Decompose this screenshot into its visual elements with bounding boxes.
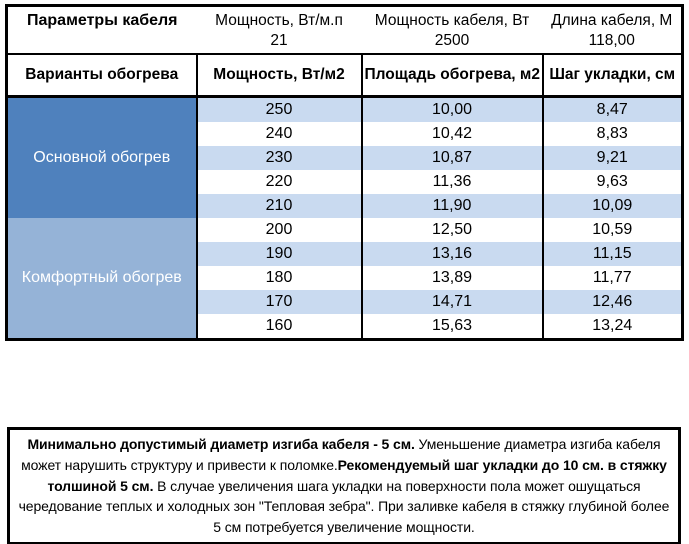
note-segment: Уменьшение диаметра изгиба кабеля может …: [21, 436, 661, 473]
cell-power: 240: [195, 122, 363, 146]
cell-area: 14,71: [360, 290, 544, 314]
cell-power: 220: [195, 170, 363, 194]
cell-step: 13,24: [541, 314, 684, 340]
cell-step: 8,47: [541, 96, 684, 122]
cell-step: 9,21: [541, 146, 684, 170]
cell-area: 15,63: [360, 314, 544, 340]
param-label-power-per-m: Мощность, Вт/м.п: [215, 11, 343, 29]
cell-power: 180: [195, 266, 363, 290]
cable-installation-note: Минимально допустимый диаметр изгиба каб…: [7, 427, 681, 544]
cell-step: 11,15: [541, 242, 684, 266]
cell-step: 8,83: [541, 122, 684, 146]
table-row: Основной обогрев 250 10,00 8,47: [6, 96, 684, 218]
cable-parameters-table: Параметры кабеля Мощность, Вт/м.п Мощнос…: [5, 4, 684, 341]
header-step: Шаг укладки, см: [541, 53, 684, 98]
header-power: Мощность, Вт/м2: [195, 53, 363, 98]
group-cell-comfort-heating: Комфортный обогрев: [6, 218, 198, 340]
cell-step: 12,46: [541, 290, 684, 314]
param-label-cable-length: Длина кабеля, М: [551, 11, 673, 29]
cell-area: 11,36: [360, 170, 544, 194]
cell-step: 10,09: [541, 194, 684, 218]
cell-area: 10,42: [360, 122, 544, 146]
cell-step: 10,59: [541, 218, 684, 242]
note-segment: Минимально допустимый диаметр изгиба каб…: [27, 436, 415, 452]
param-value-power-per-m: 21: [270, 31, 288, 49]
cell-area: 12,50: [360, 218, 544, 242]
table-row: 160 15,63 13,24: [7, 314, 684, 340]
cell-power: 230: [195, 146, 363, 170]
cell-power: 250: [195, 96, 363, 122]
note-segment: Рекомендуемый шаг укладки до 10 см. в ст…: [47, 456, 667, 494]
table-row: 220 11,36 9,63: [7, 170, 684, 194]
cell-power: 160: [195, 314, 363, 340]
table-row: 180 13,89 11,77: [7, 266, 684, 290]
table-row: Комфортный обогрев 200 12,50 10,59: [6, 218, 684, 340]
heating-header-row: Варианты обогрева Мощность, Вт/м2 Площад…: [5, 53, 684, 98]
table-row: 240 10,42 8,83: [7, 122, 684, 146]
param-label-cable-power: Мощность кабеля, Вт: [374, 11, 530, 29]
note-segment: В случае увеличения шага укладки на пове…: [18, 477, 670, 536]
cell-power: 210: [195, 194, 363, 218]
cell-area: 10,00: [360, 96, 544, 122]
params-label-row: Параметры кабеля Мощность, Вт/м.п Мощнос…: [7, 6, 683, 32]
cell-area: 10,87: [360, 146, 544, 170]
cell-power: 190: [195, 242, 363, 266]
param-empty-cell: [7, 31, 197, 54]
cell-area: 13,89: [360, 266, 544, 290]
cell-step: 9,63: [541, 170, 684, 194]
params-value-row: 21 2500 118,00: [7, 31, 683, 54]
header-variant: Варианты обогрева: [5, 53, 198, 98]
cell-step: 11,77: [541, 266, 684, 290]
param-value-cable-power: 2500: [434, 31, 470, 49]
group-cell-main-heating: Основной обогрев: [6, 96, 198, 218]
cell-power: 170: [195, 290, 363, 314]
param-value-cable-length: 118,00: [588, 31, 635, 49]
params-title: Параметры кабеля: [27, 11, 178, 29]
header-area: Площадь обогрева, м2: [360, 53, 544, 98]
cell-area: 11,90: [360, 194, 544, 218]
cell-power: 200: [195, 218, 363, 242]
cell-area: 13,16: [360, 242, 544, 266]
